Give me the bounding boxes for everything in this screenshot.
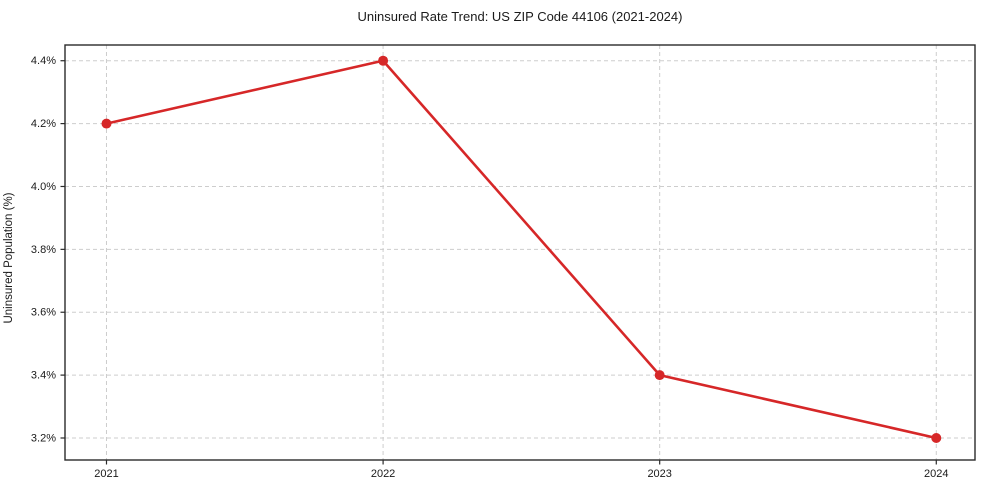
data-point-marker [378,55,389,66]
plot-border [64,44,976,461]
y-tick-label: 3.6% [31,307,56,319]
x-tick-label: 2021 [94,468,118,480]
y-tick-label: 3.4% [31,370,56,382]
x-tick-label: 2024 [924,468,948,480]
data-point-marker [654,370,665,381]
data-point-marker [931,432,942,443]
data-point-marker [101,118,112,129]
chart-title: Uninsured Rate Trend: US ZIP Code 44106 … [357,9,683,24]
x-tick-label: 2022 [371,468,395,480]
y-tick-label: 4.2% [31,118,56,130]
trend-line [105,59,938,440]
y-tick-label: 4.4% [31,55,56,67]
x-tick-label: 2023 [647,468,671,480]
y-tick-label: 4.0% [31,181,56,193]
y-tick-label: 3.2% [31,432,56,444]
y-tick-label: 3.8% [31,244,56,256]
